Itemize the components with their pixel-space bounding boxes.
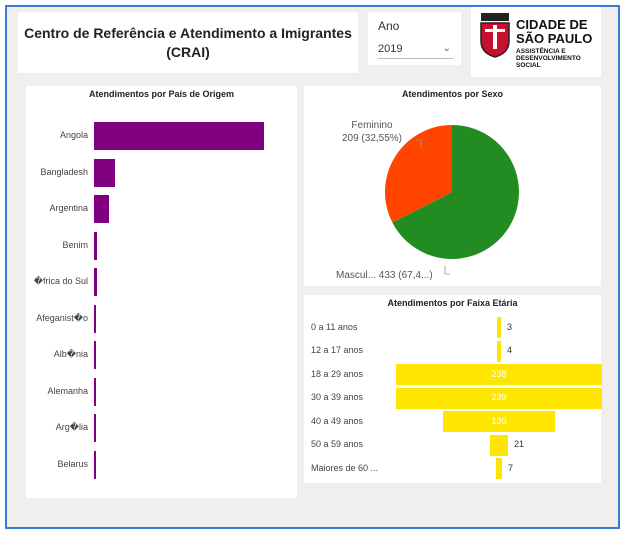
pie-value-feminino: 209 (32,55%) [342, 133, 402, 144]
age-value-label: 7 [508, 462, 514, 473]
logo-line4: DESENVOLVIMENTO [516, 55, 581, 62]
age-label: 18 a 29 anos [311, 368, 364, 379]
country-label: �frica do Sul [33, 276, 88, 286]
age-bar[interactable] [396, 387, 602, 409]
logo-line3: ASSISTÊNCIA E [516, 46, 566, 55]
pie-leader-masculino [444, 266, 450, 275]
country-bar[interactable] [94, 195, 109, 223]
country-bar[interactable] [94, 450, 96, 479]
chevron-down-icon: ⌄ [442, 43, 451, 54]
country-bar[interactable] [94, 304, 96, 333]
pie-leader-feminino [416, 139, 422, 148]
country-bar[interactable] [94, 158, 115, 187]
pie-slice-masculino[interactable] [392, 125, 519, 259]
sex-chart-title: Atendimentos por Sexo [401, 89, 503, 99]
age-value-label: 238 [491, 368, 507, 379]
country-label: Afeganist�o [36, 312, 88, 323]
coat-of-arms-icon [480, 13, 510, 58]
page-subtitle: (CRAI) [166, 43, 210, 60]
title-card: Centro de Referência e Atendimento a Imi… [18, 12, 358, 73]
age-value-label: 239 [491, 392, 507, 402]
logo-line1: CIDADE DE [516, 17, 588, 32]
country-label: Alemanha [47, 385, 88, 396]
sex-chart-card: Atendimentos por Sexo Feminino 209 (32,55… [304, 86, 601, 286]
country-label: Arg�lia [55, 422, 88, 432]
age-value-label: 130 [491, 415, 507, 426]
age-label: 40 a 49 anos [311, 415, 364, 426]
age-bar[interactable] [442, 411, 556, 432]
country-chart-title: Atendimentos por País de Origem [88, 89, 235, 99]
country-bar[interactable] [94, 231, 97, 260]
sex-pie-chart: Feminino 209 (32,55%) Mascul... 433 (67,4.… [336, 120, 519, 281]
age-value-label: 21 [514, 439, 525, 449]
age-bar[interactable] [497, 317, 501, 338]
age-chart-card: Atendimentos por Faixa Etária 0 a 11 ano… [304, 295, 602, 483]
age-chart-title: Atendimentos por Faixa Etária [387, 298, 518, 308]
logo-line2: SÃO PAULO [516, 31, 592, 46]
year-select[interactable]: 2019 ⌄ [378, 40, 453, 59]
year-select-value: 2019 [378, 43, 403, 55]
country-label: Benim [62, 239, 88, 250]
country-label: Argentina [49, 203, 88, 213]
logo-card: CIDADE DE SÃO PAULO ASSISTÊNCIA E DESENV… [471, 7, 601, 77]
country-bar[interactable] [94, 268, 97, 296]
city-logo: CIDADE DE SÃO PAULO ASSISTÊNCIA E DESENV… [480, 13, 592, 69]
country-bar[interactable] [94, 122, 264, 150]
pie-slice-feminino[interactable] [385, 125, 452, 223]
age-bar[interactable] [489, 434, 509, 456]
pie-label-masculino: Mascul... 433 (67,4...) [336, 270, 433, 281]
age-value-label: 4 [507, 345, 513, 355]
age-label: 30 a 39 anos [311, 392, 364, 402]
country-bar[interactable] [94, 341, 96, 369]
country-label: Bangladesh [40, 166, 88, 177]
age-label: Maiores de 60 ... [311, 462, 379, 473]
age-bar[interactable] [495, 458, 502, 479]
dashboard-frame: Centro de Referência e Atendimento a Imi… [5, 5, 620, 529]
year-filter-label: Ano [378, 19, 400, 33]
age-bar[interactable] [396, 364, 602, 385]
country-bar[interactable] [94, 377, 96, 406]
pie-label-feminino: Feminino [351, 120, 393, 131]
year-filter-card: Ano 2019 ⌄ [368, 12, 461, 65]
page-title: Centro de Referência e Atendimento a Imi… [24, 24, 352, 41]
age-label: 12 a 17 anos [311, 345, 364, 355]
country-label: Angola [59, 130, 88, 140]
country-label: Alb�nia [53, 349, 88, 359]
age-value-label: 3 [507, 321, 513, 332]
age-label: 0 a 11 anos [311, 321, 358, 332]
country-chart-card: Atendimentos por País de Origem Angola Ba… [26, 86, 297, 498]
age-bar[interactable] [497, 340, 501, 362]
age-label: 50 a 59 anos [311, 439, 364, 449]
country-bar[interactable] [94, 414, 96, 442]
country-label: Belarus [57, 458, 88, 469]
logo-line5: SOCIAL [516, 62, 541, 69]
